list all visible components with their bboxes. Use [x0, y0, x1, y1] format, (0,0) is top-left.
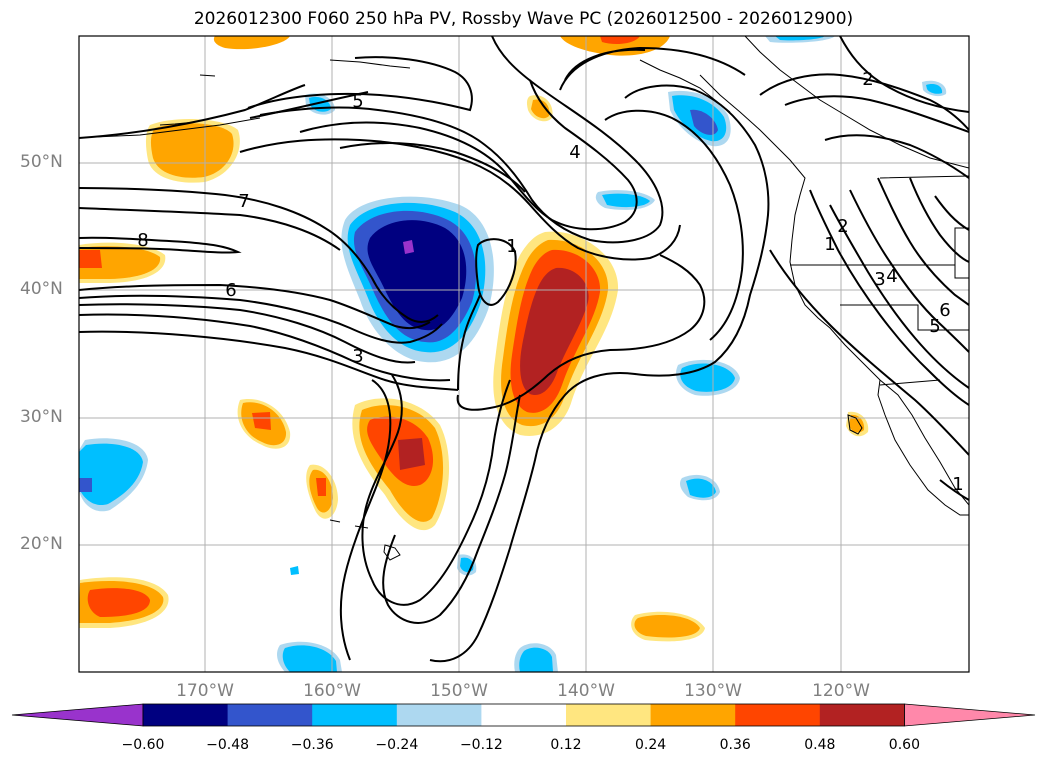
- colorbar-tick-label: −0.24: [375, 737, 419, 753]
- coastlines: [94, 36, 969, 561]
- map-title: 2026012300 F060 250 hPa PV, Rossby Wave …: [193, 9, 854, 29]
- contour-label: 3: [352, 346, 363, 367]
- colorbar-tick-label: 0.36: [719, 737, 751, 753]
- map-frame: [78, 35, 970, 673]
- contour-label: 1: [506, 236, 517, 257]
- contour-label: 2: [837, 216, 848, 237]
- colorbar-segment: [735, 704, 821, 726]
- contour-8: [79, 236, 242, 254]
- colorbar-tick-label: −0.48: [206, 737, 250, 753]
- lon-label-160w: 160°W: [303, 681, 361, 701]
- lat-label-40n: 40°N: [20, 279, 63, 299]
- lon-label-140w: 140°W: [557, 681, 615, 701]
- colorbar-tick-label: 0.24: [635, 737, 667, 753]
- colorbar-tick-label: −0.12: [459, 737, 503, 753]
- contour-1: [475, 238, 517, 306]
- contour-label: 5: [929, 316, 940, 337]
- contour-label: 4: [569, 142, 580, 163]
- contour-label: 3: [874, 269, 885, 290]
- contour-7: [79, 187, 439, 323]
- anomaly-shading: [79, 36, 947, 672]
- colorbar-extend-min: [11, 703, 144, 727]
- colorbar-segment: [312, 704, 398, 726]
- lat-label-30n: 30°N: [20, 407, 63, 427]
- map-panel: 5 4 7 8 6 3 1 2 1 2 3 4 5 6 1: [78, 35, 970, 673]
- contour-5: [247, 56, 473, 112]
- contour-4: [299, 79, 638, 231]
- lon-label-130w: 130°W: [684, 681, 742, 701]
- colorbar-segment: [396, 704, 482, 726]
- contour-label: 8: [137, 230, 148, 251]
- positive-anomaly-core: [520, 267, 589, 396]
- negative-anomaly-peak: [403, 240, 414, 254]
- colorbar-segment: [566, 704, 652, 726]
- colorbar-extend-max: [904, 703, 1036, 727]
- contour-2-upper: [839, 36, 969, 113]
- colorbar-segment: [650, 704, 736, 726]
- colorbar-tick-label: 0.12: [550, 737, 582, 753]
- contour-label: 6: [939, 300, 950, 321]
- contour-label: 4: [886, 266, 897, 287]
- contour-label: 1: [952, 474, 963, 495]
- contour-label: 5: [352, 91, 363, 112]
- lat-label-50n: 50°N: [20, 152, 63, 172]
- contour-label: 7: [238, 191, 249, 212]
- contour-label: 6: [225, 280, 236, 301]
- colorbar-segment: [481, 704, 567, 726]
- colorbar: [11, 703, 1036, 727]
- colorbar-tick-label: −0.60: [121, 737, 165, 753]
- lon-label-120w: 120°W: [812, 681, 870, 701]
- colorbar-outline: [142, 703, 905, 727]
- contour-labels: 5 4 7 8 6 3 1 2 1 2 3 4 5 6 1: [137, 69, 963, 495]
- colorbar-segment: [819, 704, 905, 726]
- colorbar-tick-label: −0.36: [290, 737, 334, 753]
- contour-label: 2: [862, 69, 873, 90]
- pv-contours: [79, 36, 969, 663]
- colorbar-segment: [143, 704, 229, 726]
- colorbar-tick-label: 0.48: [804, 737, 836, 753]
- lon-label-150w: 150°W: [430, 681, 488, 701]
- colorbar-segment: [227, 704, 313, 726]
- negative-anomaly-core: [367, 220, 467, 331]
- lon-label-170w: 170°W: [176, 681, 234, 701]
- contour-3: [79, 330, 459, 391]
- colorbar-tick-label: 0.60: [888, 737, 920, 753]
- lat-label-20n: 20°N: [20, 534, 63, 554]
- contour-6: [79, 283, 431, 330]
- contour-label: 1: [824, 234, 835, 255]
